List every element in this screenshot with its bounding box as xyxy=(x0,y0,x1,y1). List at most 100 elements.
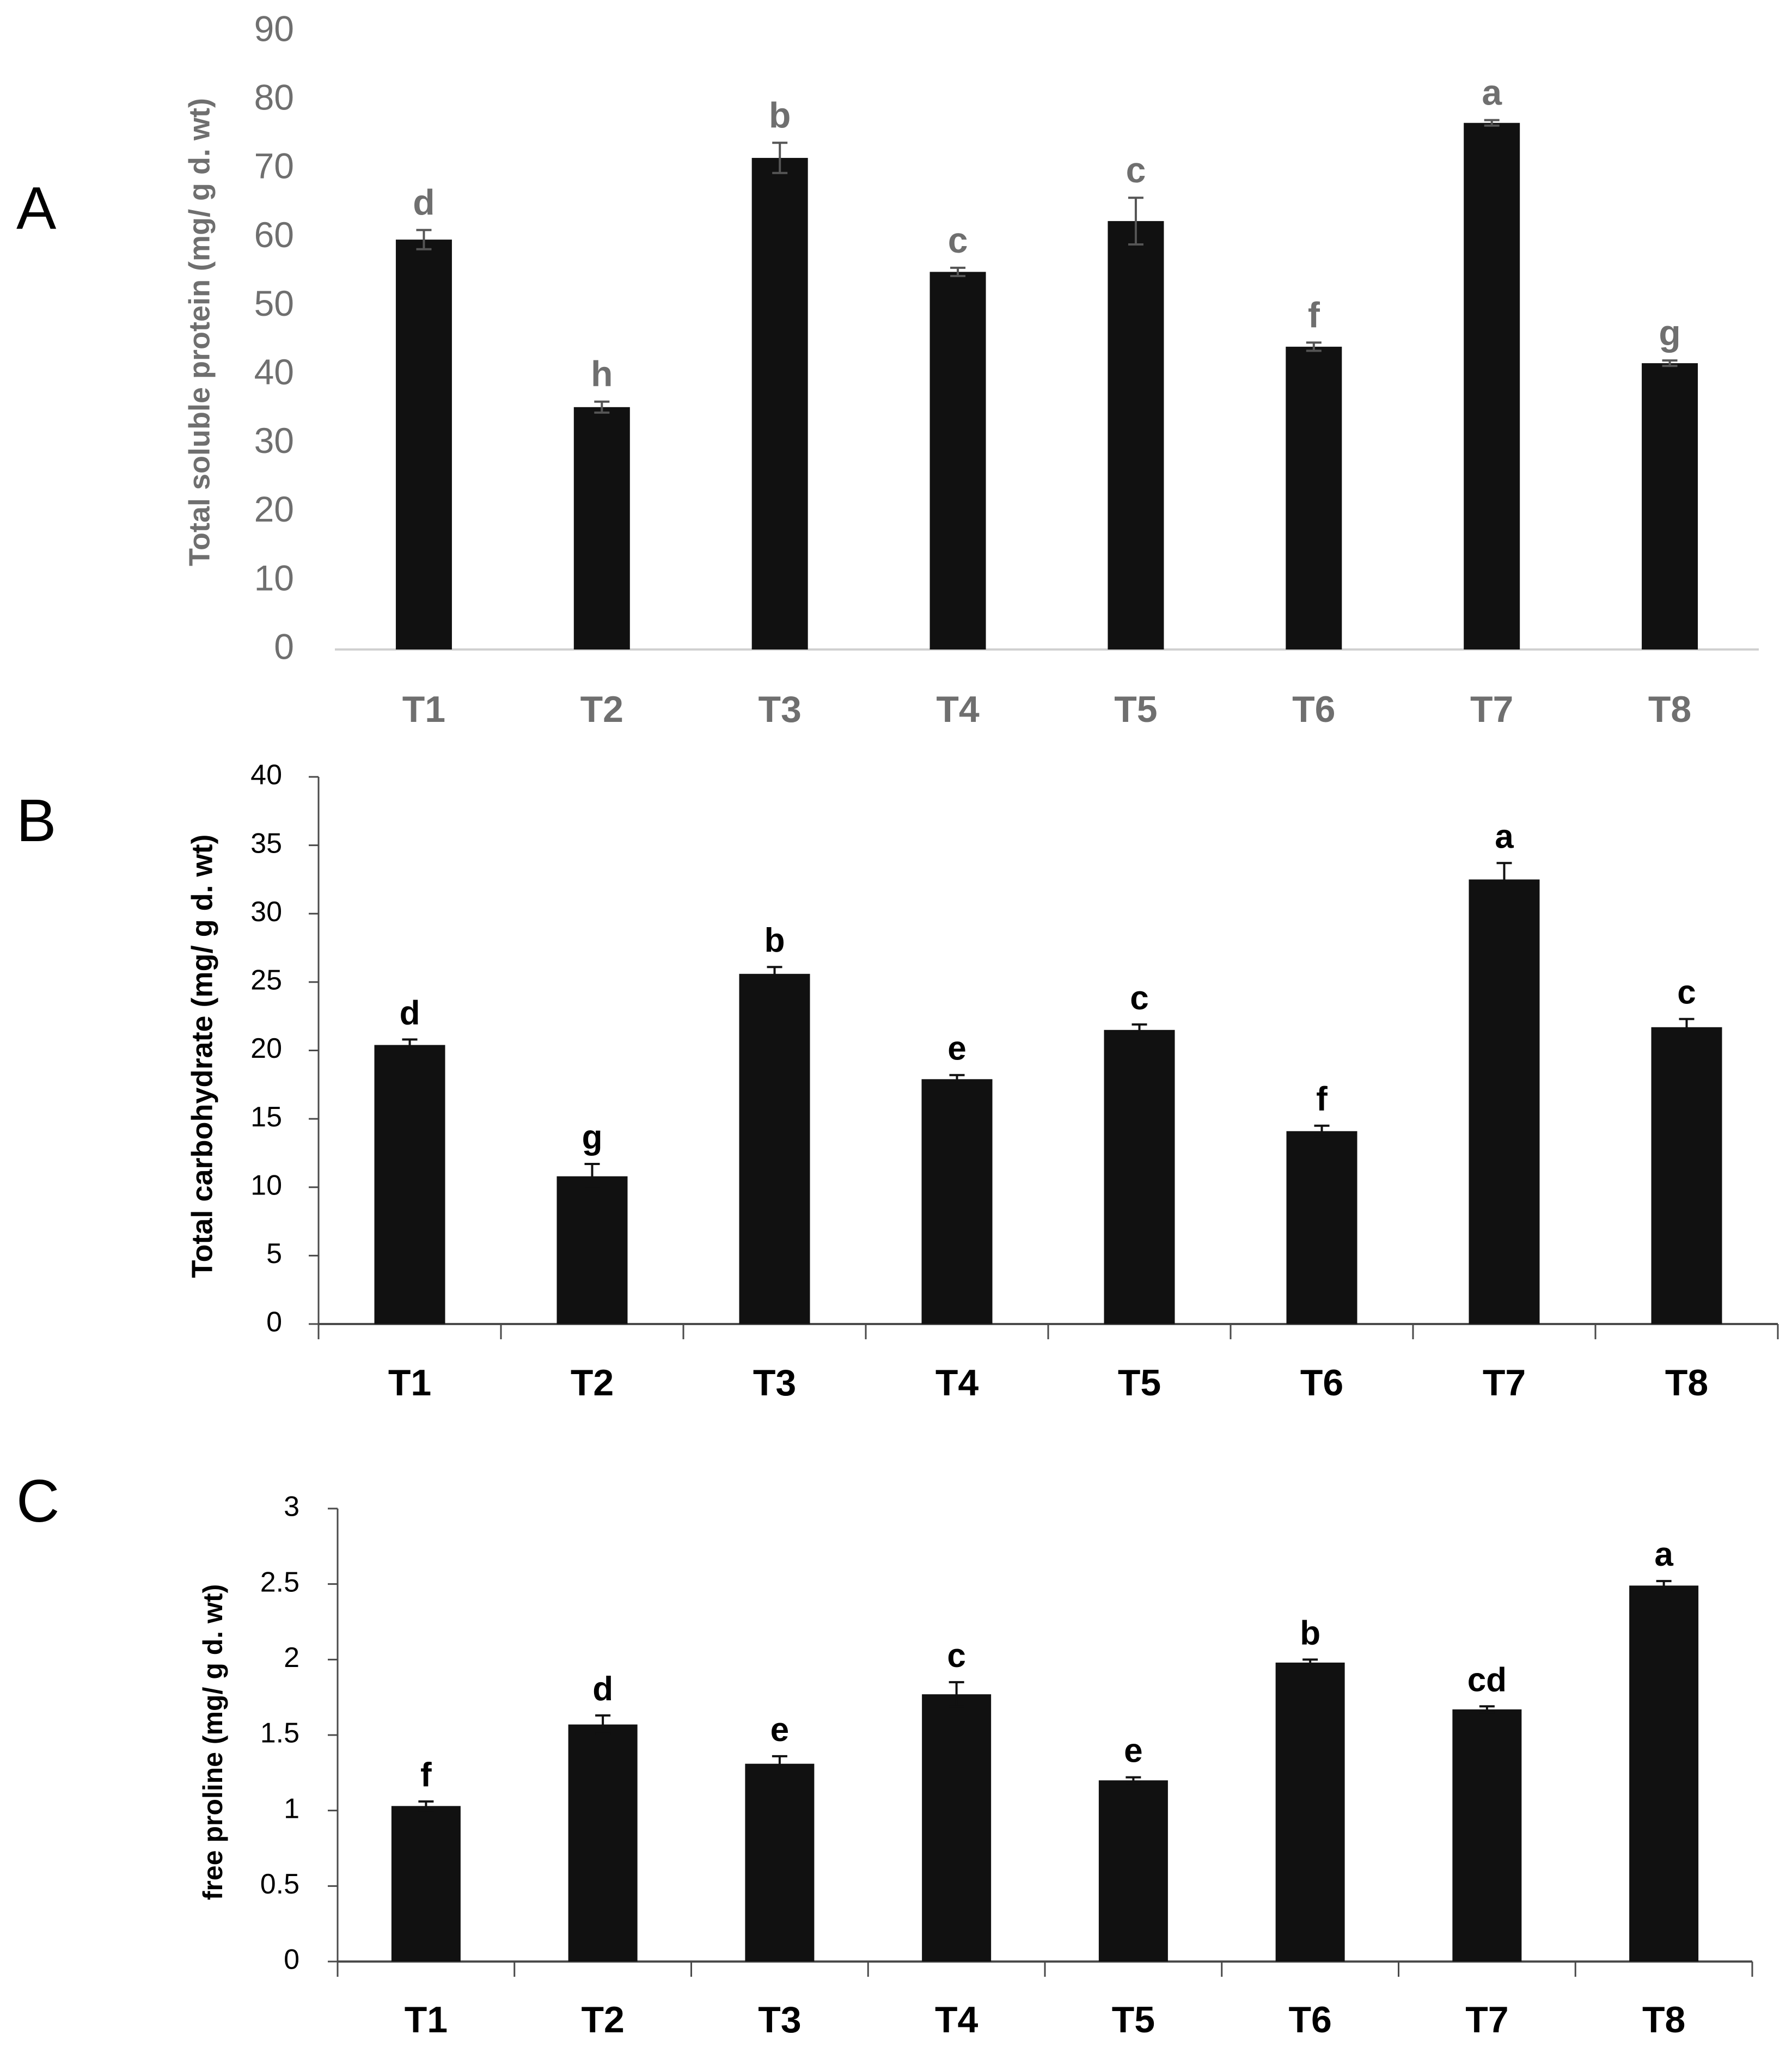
bar xyxy=(391,1806,461,1962)
significance-letter: cd xyxy=(1467,1661,1507,1699)
x-tick-label: T1 xyxy=(405,1999,448,2040)
bar xyxy=(1108,221,1164,650)
x-tick-label: T1 xyxy=(402,689,445,730)
bar xyxy=(568,1724,638,1962)
y-tick-label: 2 xyxy=(284,1642,299,1674)
bar xyxy=(1286,346,1342,649)
significance-letter: e xyxy=(947,1030,966,1068)
y-tick-label: 10 xyxy=(254,557,294,598)
significance-letter: e xyxy=(770,1711,789,1749)
bar xyxy=(921,1079,993,1324)
significance-letter: f xyxy=(1308,295,1320,335)
x-tick-label: T5 xyxy=(1118,1362,1161,1404)
bar xyxy=(739,973,810,1324)
y-tick-label: 40 xyxy=(254,352,294,392)
y-tick-label: 50 xyxy=(254,283,294,323)
significance-letter: c xyxy=(1677,974,1696,1012)
x-tick-label: T1 xyxy=(388,1362,431,1404)
bar xyxy=(1098,1780,1168,1962)
significance-letter: b xyxy=(1300,1614,1320,1652)
x-tick-label: T6 xyxy=(1288,1999,1331,2040)
y-tick-label: 90 xyxy=(254,8,294,48)
bar xyxy=(1464,122,1520,649)
y-axis-label: free proline (mg/ g d. wt) xyxy=(198,1584,228,1901)
x-tick-label: T2 xyxy=(571,1362,614,1404)
x-tick-label: T2 xyxy=(581,1999,624,2040)
bar xyxy=(745,1763,815,1962)
significance-letter: c xyxy=(948,220,968,260)
x-tick-label: T7 xyxy=(1483,1362,1526,1404)
bar xyxy=(573,407,630,649)
bar xyxy=(1651,1027,1722,1324)
significance-letter: c xyxy=(947,1637,965,1675)
y-tick-label: 60 xyxy=(254,214,294,255)
significance-letter: b xyxy=(764,922,785,959)
y-tick-label: 20 xyxy=(250,1033,282,1064)
bar xyxy=(556,1176,628,1324)
y-tick-label: 70 xyxy=(254,146,294,186)
significance-letter: c xyxy=(1126,150,1146,190)
significance-letter: a xyxy=(1482,72,1502,113)
y-tick-label: 35 xyxy=(250,828,282,859)
y-tick-label: 30 xyxy=(250,896,282,928)
x-tick-label: T3 xyxy=(759,689,802,730)
bar xyxy=(922,1694,992,1962)
x-tick-label: T7 xyxy=(1470,689,1513,730)
panel-label-a: A xyxy=(16,175,57,242)
y-tick-label: 40 xyxy=(250,759,282,791)
significance-letter: f xyxy=(420,1756,432,1794)
x-tick-label: T2 xyxy=(580,689,623,730)
y-tick-label: 20 xyxy=(254,489,294,529)
y-axis-label: Total carbohydrate (mg/ g d. wt) xyxy=(186,834,218,1278)
y-tick-label: 30 xyxy=(254,420,294,461)
bar xyxy=(1452,1709,1522,1962)
x-tick-label: T3 xyxy=(753,1362,796,1404)
significance-letter: g xyxy=(1659,312,1680,353)
y-tick-label: 10 xyxy=(250,1169,282,1201)
significance-letter: e xyxy=(1124,1732,1142,1770)
y-tick-label: 0 xyxy=(274,626,294,666)
y-tick-label: 25 xyxy=(250,965,282,996)
y-tick-label: 80 xyxy=(254,77,294,118)
x-tick-label: T6 xyxy=(1300,1362,1343,1404)
bar xyxy=(1275,1662,1345,1962)
significance-letter: d xyxy=(400,994,420,1032)
significance-letter: c xyxy=(1130,979,1148,1017)
y-tick-label: 0 xyxy=(266,1307,282,1338)
y-tick-label: 0 xyxy=(284,1944,299,1976)
x-tick-label: T3 xyxy=(758,1999,801,2040)
significance-letter: d xyxy=(413,182,435,222)
y-axis-label: Total soluble protein (mg/ g d. wt) xyxy=(183,98,216,566)
bar xyxy=(1286,1131,1357,1324)
y-tick-label: 2.5 xyxy=(260,1566,299,1598)
bar xyxy=(929,272,986,649)
x-tick-label: T5 xyxy=(1112,1999,1155,2040)
panel-label-c: C xyxy=(16,1468,59,1535)
significance-letter: f xyxy=(1316,1081,1328,1118)
bar xyxy=(374,1045,445,1324)
x-tick-label: T8 xyxy=(1642,1999,1685,2040)
y-tick-label: 1.5 xyxy=(260,1718,299,1749)
bar xyxy=(1469,879,1540,1324)
y-tick-label: 15 xyxy=(250,1101,282,1133)
y-tick-label: 3 xyxy=(284,1491,299,1523)
bar xyxy=(1104,1029,1175,1324)
significance-letter: b xyxy=(769,95,791,135)
significance-letter: d xyxy=(592,1670,613,1708)
x-tick-label: T4 xyxy=(936,689,980,730)
x-tick-label: T7 xyxy=(1465,1999,1508,2040)
chart-c: 0 0.5 1 1.5 2 2.5 3 f T1 d T2 e T3 c T4 e T5 b T6 cd T7 a T8 fr… xyxy=(198,1491,1753,2040)
panel-label-b: B xyxy=(16,787,56,854)
x-tick-label: T6 xyxy=(1292,689,1335,730)
y-tick-label: 1 xyxy=(284,1793,299,1824)
chart-a: 0 10 20 30 40 50 60 70 80 90 d T1 h T2 b T3 c T4 c T5 f T6 a T7… xyxy=(183,8,1759,730)
x-tick-label: T4 xyxy=(935,1362,979,1404)
significance-letter: a xyxy=(1654,1536,1673,1573)
y-tick-label: 5 xyxy=(266,1238,282,1270)
x-tick-label: T4 xyxy=(935,1999,978,2040)
bar xyxy=(1629,1585,1699,1962)
y-tick-label: 0.5 xyxy=(260,1868,299,1900)
x-tick-label: T5 xyxy=(1114,689,1157,730)
x-tick-label: T8 xyxy=(1648,689,1691,730)
